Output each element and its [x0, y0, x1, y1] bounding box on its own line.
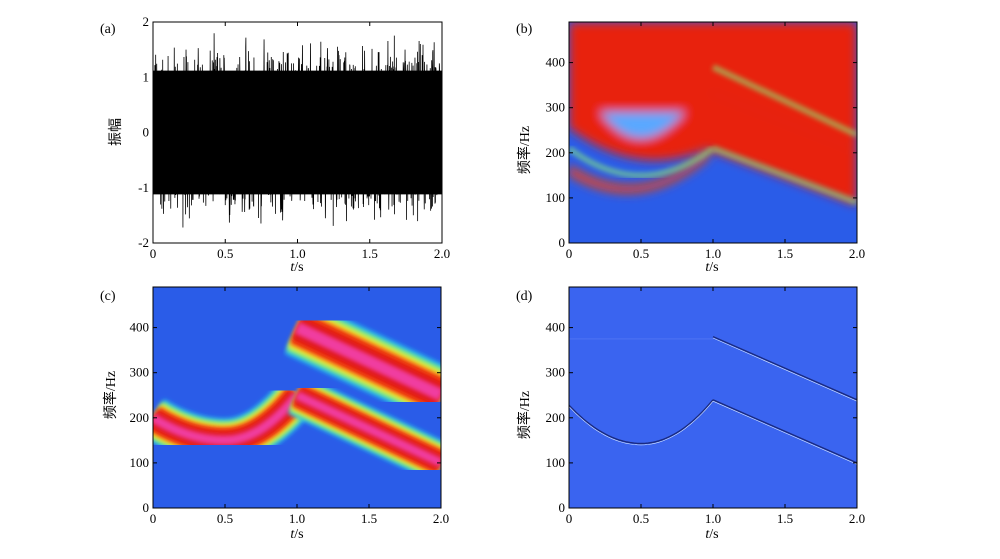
- ridge-band: [711, 145, 857, 206]
- ridge-band: [711, 64, 857, 138]
- panel-label-d: (d): [516, 289, 533, 304]
- ridge-line: [712, 335, 857, 401]
- x-tick-label: 0: [150, 511, 157, 526]
- x-tick-label: 1.5: [362, 246, 378, 261]
- y-axis-label-a: 振幅: [108, 118, 124, 146]
- panel-d: 0 0.5 1.0 1.5 2.0 0 100 200 300 400 频率/Hz t/s: [516, 286, 865, 542]
- y-tick-label: 200: [546, 410, 566, 425]
- x-tick-label: 0: [566, 511, 573, 526]
- y-tick-label: 1: [143, 69, 150, 84]
- heatmap-b: [569, 22, 857, 243]
- heatmap-b-ridges: [569, 64, 857, 206]
- y-axis-label-b: 频率/Hz: [516, 126, 533, 174]
- x-tick-label: 1.0: [705, 246, 721, 261]
- ridge-line: [569, 399, 714, 445]
- x-tick-label: 2.0: [849, 511, 865, 526]
- waveform-series: [153, 33, 442, 228]
- x-tick-label: 0.5: [217, 511, 233, 526]
- x-tick-label: 2.0: [434, 246, 450, 261]
- x-tick-label: 0.5: [633, 511, 649, 526]
- panel-a: 0 0.5 1.0 1.5 2.0 -2 -1 0 1 2 振幅 t/s: [108, 14, 450, 275]
- panel-b: 0 0.5 1.0 1.5 2.0 0 100 200 300 400 频率/Hz t/s: [516, 21, 865, 275]
- panel-label-c: (c): [100, 289, 116, 304]
- x-axis-label-c: t/s: [290, 527, 303, 542]
- x-tick-label: 1.5: [777, 511, 793, 526]
- x-tick-label: 1.0: [289, 511, 305, 526]
- y-tick-label: 100: [130, 455, 150, 470]
- ridge-band: [295, 391, 441, 467]
- x-tick-label: 1.0: [705, 511, 721, 526]
- axes-c: 0 0.5 1.0 1.5 2.0 0 100 200 300 400: [130, 287, 449, 526]
- axes-d: 0 0.5 1.0 1.5 2.0 0 100 200 300 400: [546, 287, 865, 526]
- ridge-band: [153, 392, 301, 446]
- ridge-line: [712, 399, 857, 464]
- x-tick-label: 1.5: [777, 246, 793, 261]
- x-tick-label: 0.5: [633, 246, 649, 261]
- axes-a: 0 0.5 1.0 1.5 2.0 -2 -1 0 1 2: [138, 14, 450, 261]
- x-tick-label: 0.5: [217, 246, 233, 261]
- x-axis-label-d: t/s: [705, 527, 718, 542]
- y-axis-label-c: 频率/Hz: [102, 371, 119, 419]
- heatmap-c: [153, 287, 441, 508]
- y-tick-label: 400: [546, 320, 566, 335]
- y-tick-label: 200: [130, 410, 150, 425]
- y-tick-label: 0: [559, 235, 566, 250]
- y-axis-label-d: 频率/Hz: [516, 391, 533, 439]
- y-tick-label: 0: [143, 125, 150, 140]
- heatmap-c-ridges: [153, 293, 441, 482]
- y-tick-label: 100: [546, 455, 566, 470]
- axes-b: 0 0.5 1.0 1.5 2.0 0 100 200 300 400: [546, 22, 865, 261]
- y-tick-label: 400: [546, 55, 566, 70]
- x-axis-label-b: t/s: [705, 260, 718, 275]
- y-tick-label: 400: [130, 320, 150, 335]
- y-tick-label: 2: [143, 14, 150, 29]
- x-tick-label: 2.0: [433, 511, 449, 526]
- ridge-band: [294, 321, 441, 401]
- y-tick-label: 300: [546, 365, 566, 380]
- y-tick-label: 300: [546, 100, 566, 115]
- x-tick-label: 0: [566, 246, 573, 261]
- ridge-highlight: [712, 337, 857, 402]
- panel-c: 0 0.5 1.0 1.5 2.0 0 100 200 300 400 频率/Hz t/s: [102, 286, 449, 542]
- heatmap-d-ridges: [569, 335, 857, 465]
- y-tick-label: -1: [138, 180, 149, 195]
- x-tick-label: 1.5: [361, 511, 377, 526]
- x-tick-label: 1.0: [289, 246, 305, 261]
- heatmap-d: [569, 287, 857, 508]
- y-tick-label: 200: [546, 145, 566, 160]
- y-tick-label: -2: [138, 235, 149, 250]
- ridge-highlight: [712, 400, 857, 465]
- ridge-highlight: [569, 401, 714, 446]
- y-tick-label: 0: [559, 500, 566, 515]
- x-axis-label-a: t/s: [290, 260, 303, 275]
- y-tick-label: 300: [130, 365, 150, 380]
- y-tick-label: 0: [143, 500, 150, 515]
- panel-label-b: (b): [516, 22, 533, 37]
- panel-label-a: (a): [100, 22, 116, 37]
- x-tick-label: 0: [150, 246, 157, 261]
- y-tick-label: 100: [546, 190, 566, 205]
- ridge-band: [569, 145, 715, 179]
- waveform-core: [153, 70, 442, 195]
- x-tick-label: 2.0: [849, 246, 865, 261]
